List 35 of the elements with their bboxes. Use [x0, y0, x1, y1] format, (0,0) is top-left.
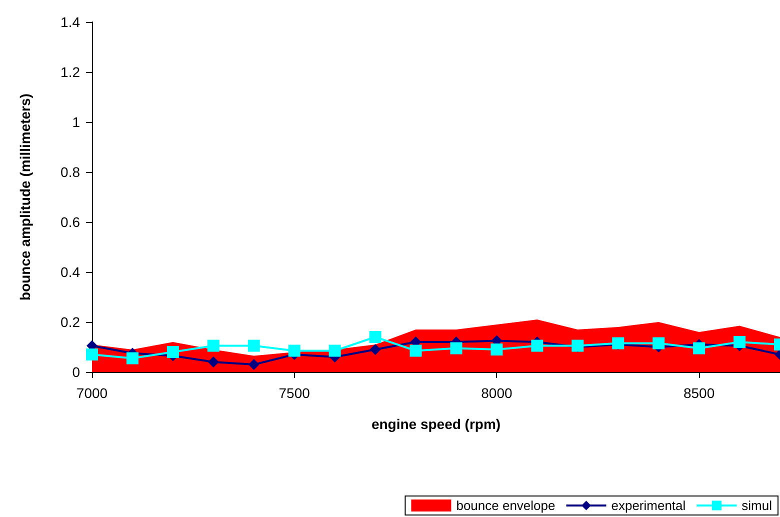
x-tick-label: 7500: [278, 385, 310, 401]
point: [248, 359, 260, 370]
point: [693, 342, 706, 354]
x-tick-label: 8500: [683, 385, 715, 401]
legend-label: bounce envelope: [456, 498, 556, 513]
point: [652, 337, 665, 350]
y-axis-title: bounce amplitude (millimeters): [17, 94, 33, 300]
x-axis-title: engine speed (rpm): [371, 416, 501, 432]
y-tick-label: 0.4: [60, 264, 80, 280]
x-tick-label: 8000: [481, 385, 512, 401]
point: [531, 340, 544, 352]
y-tick-label: 0.8: [60, 164, 80, 180]
point: [369, 331, 382, 343]
point: [207, 340, 220, 352]
y-tick-label: 0.2: [60, 314, 80, 330]
y-tick-label: 0: [72, 364, 80, 380]
point: [166, 346, 179, 358]
point: [288, 344, 300, 357]
x-tick-label: 7000: [76, 385, 108, 401]
point: [126, 352, 138, 364]
point: [734, 336, 746, 348]
y-tick-label: 1.2: [60, 64, 80, 80]
point: [86, 348, 98, 360]
y-tick-label: 0.6: [60, 214, 80, 230]
legend-label: experimental: [611, 498, 686, 513]
point: [490, 344, 503, 356]
point: [208, 356, 219, 368]
y-tick-label: 1: [72, 114, 80, 130]
y-tick-label: 1.4: [60, 14, 80, 30]
point: [328, 344, 341, 357]
legend-label: simul: [742, 498, 772, 513]
point: [410, 344, 422, 357]
point: [248, 340, 260, 352]
point: [450, 342, 462, 354]
point: [370, 344, 381, 355]
